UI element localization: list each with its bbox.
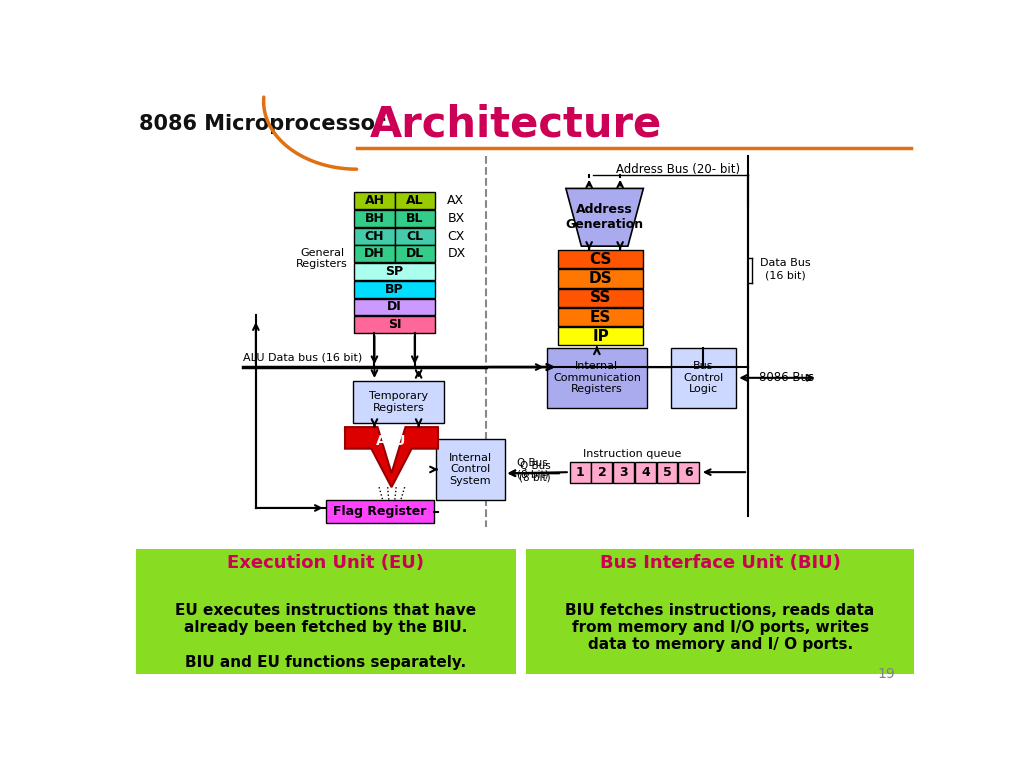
Bar: [354, 192, 394, 209]
Text: CS: CS: [590, 252, 612, 266]
Text: CH: CH: [365, 230, 384, 243]
Text: BP: BP: [385, 283, 403, 296]
Bar: [558, 289, 643, 307]
Polygon shape: [566, 188, 643, 247]
Bar: [526, 549, 913, 674]
Text: DS: DS: [589, 271, 612, 286]
Text: ES: ES: [590, 310, 611, 325]
Text: ALU: ALU: [376, 434, 407, 448]
Bar: [635, 462, 655, 482]
Bar: [354, 316, 435, 333]
Text: Address
Generation: Address Generation: [565, 204, 644, 231]
Text: DL: DL: [406, 247, 424, 260]
Text: Data Bus
(16 bit): Data Bus (16 bit): [760, 259, 810, 280]
Text: Q Bus
(8 bit): Q Bus (8 bit): [517, 458, 549, 480]
Text: Q Bus
(8 bit): Q Bus (8 bit): [519, 461, 551, 482]
Bar: [354, 210, 394, 227]
Bar: [136, 549, 515, 674]
Polygon shape: [345, 427, 438, 487]
Text: BL: BL: [406, 212, 424, 225]
Text: SP: SP: [386, 265, 403, 278]
Text: Flag Register: Flag Register: [333, 505, 427, 518]
Text: Address Bus (20- bit): Address Bus (20- bit): [616, 163, 740, 176]
Bar: [394, 210, 435, 227]
Text: BH: BH: [365, 212, 384, 225]
Bar: [394, 192, 435, 209]
Text: 8086 Bus: 8086 Bus: [759, 372, 814, 384]
Bar: [547, 348, 647, 408]
Text: IP: IP: [592, 329, 609, 344]
Text: Architecture: Architecture: [370, 104, 662, 145]
Bar: [354, 246, 394, 263]
Text: Instruction queue: Instruction queue: [583, 449, 681, 459]
Text: EU executes instructions that have
already been fetched by the BIU.

BIU and EU : EU executes instructions that have alrea…: [175, 603, 476, 670]
Text: DI: DI: [387, 300, 402, 313]
Text: 4: 4: [641, 465, 649, 478]
Bar: [354, 281, 435, 298]
Bar: [656, 462, 678, 482]
Text: BX: BX: [447, 212, 465, 225]
Text: DX: DX: [447, 247, 466, 260]
Text: Temporary
Registers: Temporary Registers: [369, 391, 428, 413]
Bar: [558, 270, 643, 288]
Text: DH: DH: [365, 247, 385, 260]
Text: Bus
Control
Logic: Bus Control Logic: [683, 361, 724, 395]
Bar: [613, 462, 634, 482]
Bar: [354, 299, 435, 316]
Bar: [671, 348, 736, 408]
Text: AH: AH: [365, 194, 384, 207]
Bar: [678, 462, 699, 482]
Bar: [558, 250, 643, 269]
Text: 5: 5: [663, 465, 672, 478]
Bar: [558, 327, 643, 346]
Text: SI: SI: [388, 318, 401, 331]
Bar: [592, 462, 612, 482]
Text: SS: SS: [590, 290, 611, 305]
Text: 19: 19: [878, 667, 895, 680]
Bar: [569, 462, 591, 482]
Text: AL: AL: [406, 194, 424, 207]
Text: CX: CX: [447, 230, 465, 243]
Bar: [354, 227, 394, 245]
Text: Execution Unit (EU): Execution Unit (EU): [227, 554, 424, 571]
Bar: [394, 227, 435, 245]
Text: ALU Data bus (16 bit): ALU Data bus (16 bit): [243, 353, 361, 362]
Text: 3: 3: [620, 465, 628, 478]
Text: BIU fetches instructions, reads data
from memory and I/O ports, writes
data to m: BIU fetches instructions, reads data fro…: [565, 603, 874, 653]
Text: 6: 6: [684, 465, 693, 478]
Text: Internal
Communication
Registers: Internal Communication Registers: [553, 361, 641, 395]
Text: 1: 1: [575, 465, 585, 478]
Text: Bus Interface Unit (BIU): Bus Interface Unit (BIU): [600, 554, 841, 571]
Text: AX: AX: [447, 194, 465, 207]
Bar: [394, 246, 435, 263]
Text: 8086 Microprocessor: 8086 Microprocessor: [139, 114, 385, 134]
Bar: [352, 381, 444, 423]
Text: 2: 2: [598, 465, 606, 478]
Bar: [354, 263, 435, 280]
Text: Internal
Control
System: Internal Control System: [449, 453, 493, 486]
Bar: [558, 308, 643, 326]
Text: General
Registers: General Registers: [296, 247, 348, 270]
Bar: [436, 439, 505, 500]
Bar: [326, 500, 434, 523]
Text: CL: CL: [407, 230, 423, 243]
